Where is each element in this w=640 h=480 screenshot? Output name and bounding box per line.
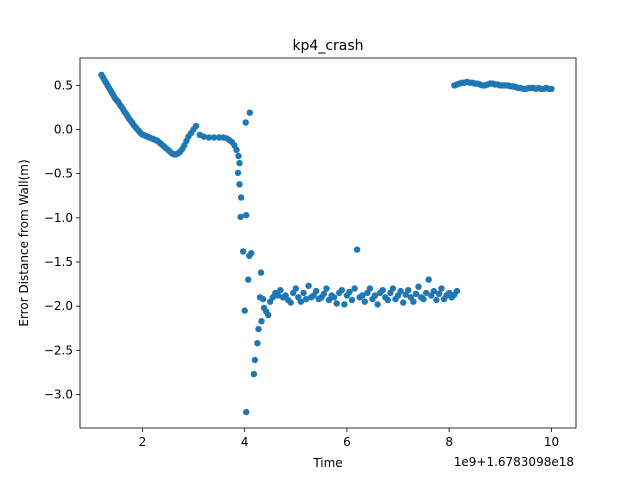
data-point — [243, 212, 250, 219]
data-point — [248, 250, 255, 257]
data-point — [200, 133, 207, 140]
x-tick-label: 2 — [139, 435, 147, 449]
y-tick-label: −0.5 — [44, 167, 73, 181]
data-point — [243, 408, 250, 416]
data-point — [359, 292, 366, 299]
data-point — [361, 298, 368, 305]
data-point — [346, 288, 353, 296]
data-point — [371, 292, 379, 299]
y-axis-ticks: 0.5 0.0 −0.5 −1.0 −1.5 −2.0 −2.5 −3.0 — [44, 78, 80, 401]
data-point — [405, 287, 412, 294]
data-point — [236, 181, 243, 188]
data-point — [192, 122, 200, 130]
data-point — [425, 276, 432, 283]
data-point — [323, 285, 330, 292]
y-tick-label: 0.5 — [54, 78, 73, 92]
data-point — [257, 269, 265, 276]
data-point — [236, 159, 243, 167]
data-point — [205, 134, 213, 141]
data-point — [297, 298, 305, 305]
data-point — [234, 169, 242, 176]
data-point — [420, 295, 427, 303]
data-point — [265, 311, 272, 319]
data-point — [305, 282, 312, 289]
data-point — [397, 287, 404, 295]
plot-frame — [79, 57, 577, 429]
y-tick-label: −3.0 — [44, 387, 73, 401]
data-point — [333, 300, 340, 307]
data-point — [438, 285, 445, 292]
data-point — [287, 299, 294, 306]
data-point — [379, 287, 386, 294]
x-tick-label: 8 — [445, 435, 453, 449]
data-point — [250, 370, 258, 378]
data-point — [241, 307, 248, 314]
data-point — [258, 318, 265, 325]
data-point — [233, 146, 240, 153]
y-tick-label: −1.5 — [44, 255, 73, 269]
data-point — [239, 248, 247, 255]
data-point — [410, 298, 417, 305]
data-point — [435, 290, 443, 297]
data-point — [341, 301, 348, 308]
data-point — [389, 285, 397, 292]
data-point — [292, 285, 299, 292]
data-point — [246, 109, 253, 116]
y-tick-label: −2.5 — [44, 343, 73, 357]
data-point — [338, 287, 345, 294]
data-point — [245, 276, 252, 283]
data-point — [274, 292, 282, 299]
x-axis-ticks: 2 4 6 8 10 — [139, 428, 559, 449]
data-point — [242, 119, 249, 126]
data-point — [548, 85, 555, 93]
data-point — [353, 246, 361, 253]
data-point — [430, 287, 437, 295]
data-point — [210, 134, 218, 141]
data-point — [348, 296, 356, 304]
data-point — [374, 301, 381, 308]
x-tick-label: 10 — [544, 435, 559, 449]
data-point — [237, 194, 245, 201]
data-point — [251, 356, 259, 364]
y-tick-label: −1.0 — [44, 211, 73, 225]
data-point — [313, 287, 320, 295]
data-point — [423, 289, 430, 297]
chart-title: kp4_crash — [292, 38, 363, 54]
data-point — [254, 340, 261, 347]
data-point — [384, 296, 391, 304]
x-axis-label: Time — [312, 456, 342, 470]
data-point — [412, 290, 420, 297]
data-point — [255, 325, 262, 333]
x-tick-label: 6 — [343, 435, 351, 449]
data-point — [366, 285, 374, 292]
data-point — [300, 289, 307, 297]
data-points — [98, 71, 555, 416]
data-point — [259, 295, 267, 303]
data-point — [351, 285, 358, 292]
data-point — [320, 290, 328, 297]
data-point — [235, 152, 242, 160]
data-point — [453, 287, 461, 295]
data-point — [277, 287, 284, 294]
data-point — [400, 299, 407, 306]
x-tick-label: 4 — [241, 435, 249, 449]
data-point — [415, 283, 422, 290]
data-point — [302, 295, 310, 303]
x-axis-offset-label: 1e9+1.6783098e18 — [454, 455, 574, 469]
y-tick-label: 0.0 — [54, 123, 73, 137]
y-axis-label: Error Distance from Wall(m) — [17, 159, 31, 326]
y-tick-label: −2.0 — [44, 299, 73, 313]
data-point — [330, 294, 338, 301]
data-point — [433, 296, 440, 304]
data-point — [237, 213, 244, 221]
